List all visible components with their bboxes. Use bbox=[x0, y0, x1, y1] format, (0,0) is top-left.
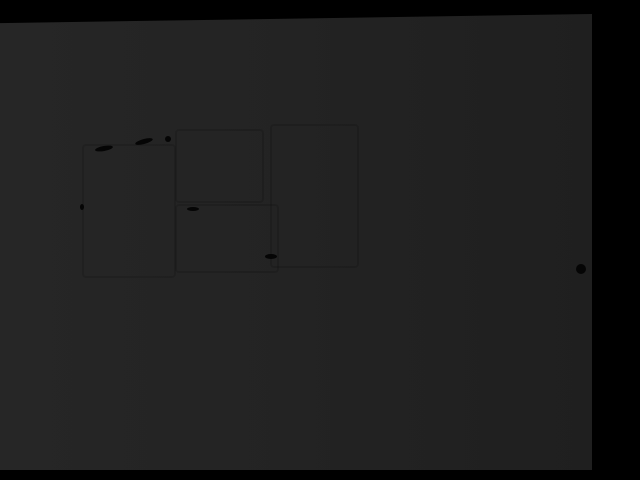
dark-screen-surface bbox=[0, 14, 592, 470]
dust-spot bbox=[576, 264, 586, 274]
dust-spot bbox=[265, 254, 277, 259]
dust-spot bbox=[187, 207, 199, 211]
faint-window-outline-left bbox=[82, 144, 176, 278]
dust-spot bbox=[165, 136, 171, 142]
faint-window-outline-lower bbox=[175, 204, 279, 273]
dust-spot bbox=[80, 204, 84, 210]
faint-window-outline-middle bbox=[175, 129, 264, 203]
faint-window-outline-right bbox=[270, 124, 359, 268]
